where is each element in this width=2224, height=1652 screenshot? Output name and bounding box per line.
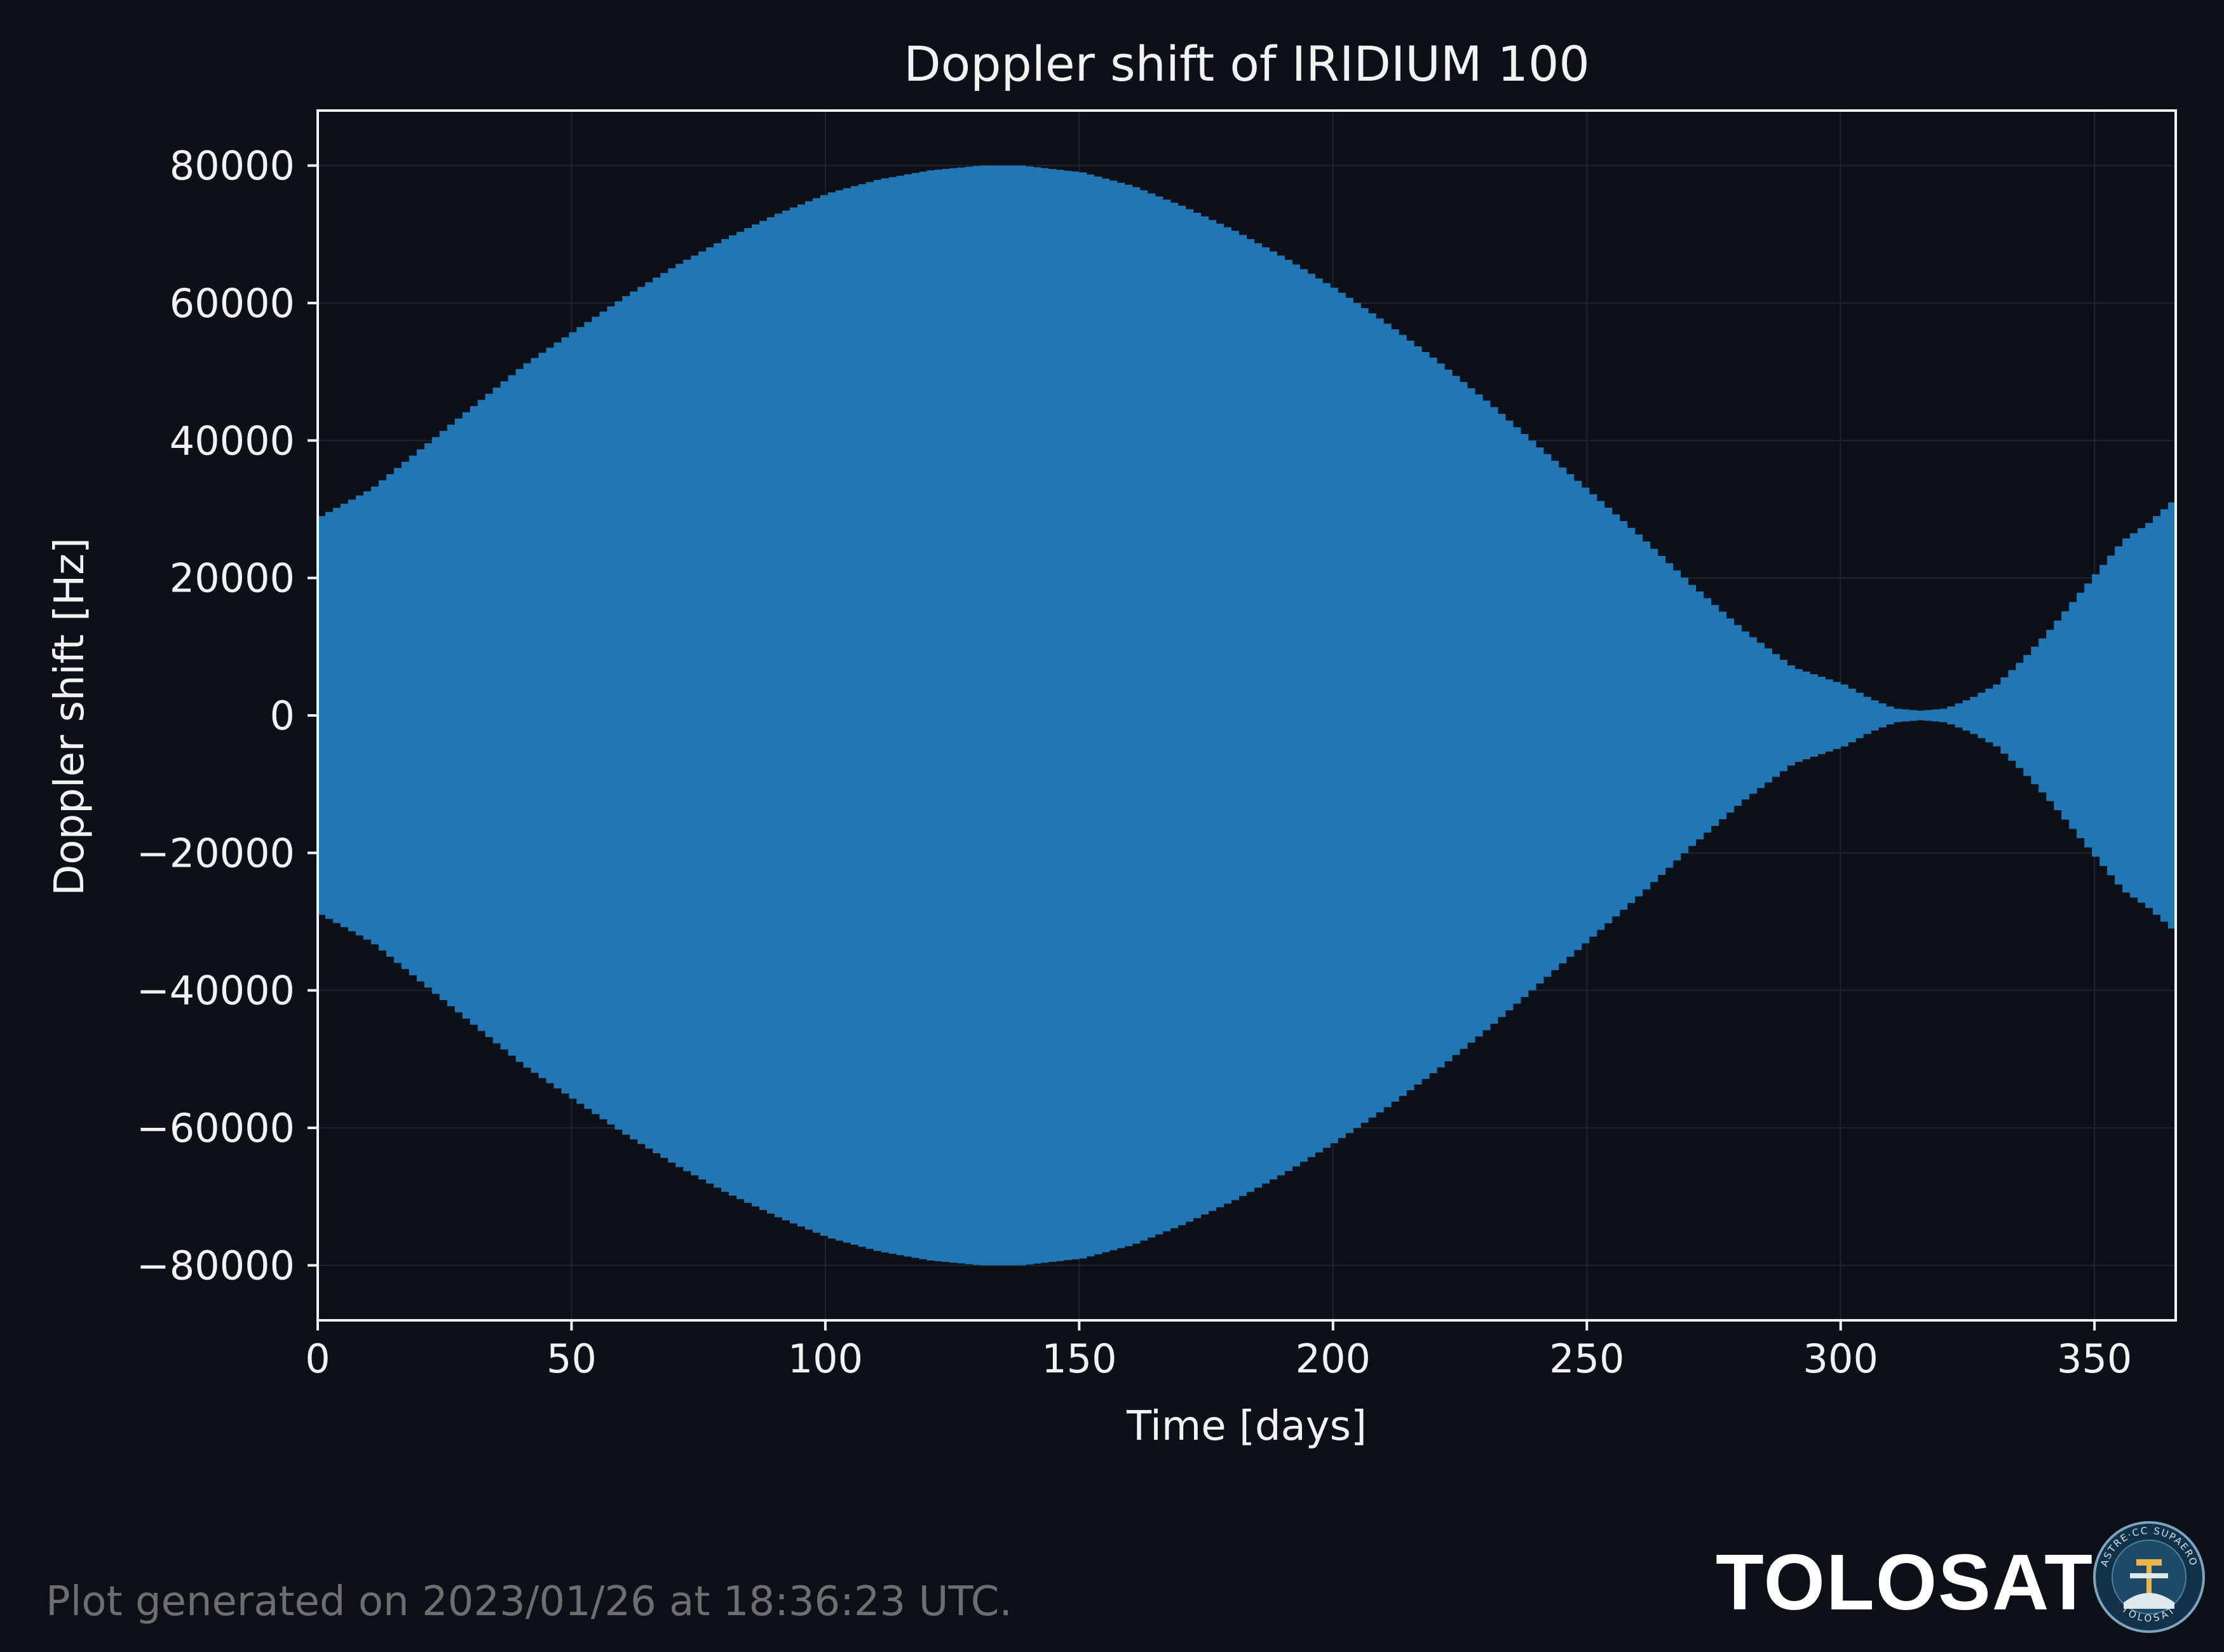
doppler-envelope-area — [318, 165, 2176, 1266]
y-tick-label: 20000 — [170, 555, 295, 602]
x-tick-label: 50 — [546, 1336, 597, 1382]
x-tick-label: 300 — [1803, 1336, 1878, 1382]
data-layer — [318, 165, 2176, 1266]
y-tick-label: −80000 — [137, 1242, 295, 1289]
y-tick-label: 0 — [270, 693, 295, 739]
x-tick-label: 150 — [1041, 1336, 1116, 1382]
generation-timestamp: Plot generated on 2023/01/26 at 18:36:23… — [46, 1578, 1012, 1625]
chart-title: Doppler shift of IRIDIUM 100 — [904, 36, 1590, 92]
y-tick-label: 40000 — [170, 417, 295, 464]
x-tick-label: 350 — [2057, 1336, 2132, 1382]
brand-name: TOLOSAT — [1716, 1539, 2094, 1627]
tick-marks: 0 50 100 150 200 250 300 350 80000 60000 40000 2000… — [137, 143, 2132, 1382]
y-tick-label: −40000 — [137, 968, 295, 1014]
y-tick-label: 60000 — [170, 280, 295, 327]
x-tick-label: 100 — [788, 1336, 863, 1382]
x-tick-label: 200 — [1296, 1336, 1371, 1382]
y-tick-label: −20000 — [137, 830, 295, 876]
x-tick-label: 250 — [1549, 1336, 1624, 1382]
y-tick-label: −60000 — [137, 1105, 295, 1151]
y-tick-label: 80000 — [170, 143, 295, 189]
tolosat-logo-icon: ASTRE·CC SUPAERO TOLOSAT — [2093, 1521, 2205, 1633]
y-axis-label: Doppler shift [Hz] — [46, 538, 93, 896]
x-tick-label: 0 — [305, 1336, 330, 1382]
x-axis-label: Time [days] — [1127, 1403, 1367, 1450]
